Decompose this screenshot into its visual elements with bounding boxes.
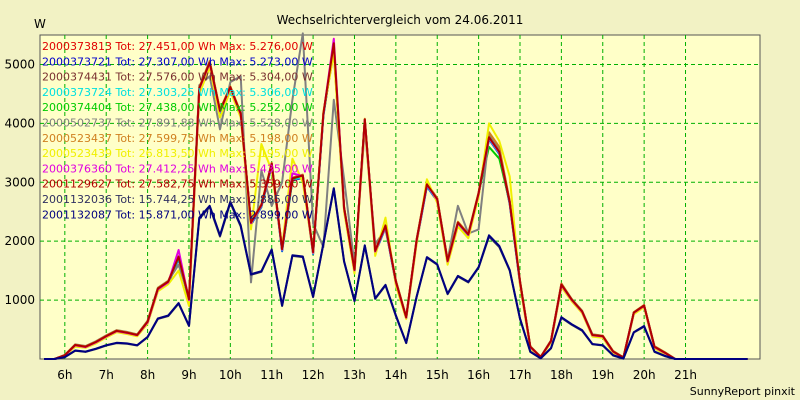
x-tick-label: 15h xyxy=(426,368,449,382)
series-line-10 xyxy=(44,42,748,360)
legend-entry: 2001132087 Tot: 15.871,00 Wh Max: 2.899,… xyxy=(42,208,313,221)
x-tick-label: 8h xyxy=(140,368,155,382)
series-lines xyxy=(44,32,748,360)
x-tick-label: 16h xyxy=(467,368,490,382)
series-line-12 xyxy=(44,187,748,360)
legend-entry: 2000374431 Tot: 27.576,00 Wh Max: 5.304,… xyxy=(42,71,313,84)
x-tick-label: 21h xyxy=(674,368,697,382)
x-tick-label: 13h xyxy=(343,368,366,382)
plot-area xyxy=(39,34,761,360)
x-tick-label: 6h xyxy=(57,368,72,382)
x-tick-label: 7h xyxy=(99,368,114,382)
legend-entry: 2000502737 Tot: 27.891,88 Wh Max: 5.528,… xyxy=(42,117,313,130)
x-tick-label: 17h xyxy=(509,368,532,382)
axis-ticks: 1000 2000 3000 4000 5000 6h 7h 8h 9h 10h 11h 12h 13h… xyxy=(4,57,697,382)
y-tick-label: 3000 xyxy=(4,175,35,189)
chart-title: Wechselrichtervergleich vom 24.06.2011 xyxy=(277,13,524,27)
legend-entry: 2000376360 Tot: 27.412,25 Wh Max: 5.435,… xyxy=(42,162,313,175)
legend-entry: 2000374404 Tot: 27.438,00 Wh Max: 5.252,… xyxy=(42,101,313,114)
x-tick-label: 14h xyxy=(384,368,407,382)
footer-credit: SunnyReport pinxit xyxy=(690,385,796,398)
x-tick-label: 20h xyxy=(633,368,656,382)
legend-entry: 2000523437 Tot: 27.599,75 Wh Max: 5.198,… xyxy=(42,132,313,145)
legend-entry: 2000373813 Tot: 27.451,00 Wh Max: 5.276,… xyxy=(42,40,313,53)
legend-entry: 2001129627 Tot: 27.582,75 Wh Max: 5.359,… xyxy=(42,178,313,191)
x-tick-label: 10h xyxy=(219,368,242,382)
y-tick-label: 5000 xyxy=(4,57,35,71)
x-tick-label: 9h xyxy=(181,368,196,382)
x-tick-label: 19h xyxy=(591,368,614,382)
y-axis-unit-label: W xyxy=(34,17,46,31)
x-tick-label: 11h xyxy=(260,368,283,382)
legend-entry: 2000373724 Tot: 27.303,25 Wh Max: 5.306,… xyxy=(42,86,313,99)
y-tick-label: 2000 xyxy=(4,234,35,248)
legend-entry: 2000523439 Tot: 26.813,50 Wh Max: 5.195,… xyxy=(42,147,313,160)
y-tick-label: 1000 xyxy=(4,293,35,307)
x-tick-label: 12h xyxy=(302,368,325,382)
legend-entry: 2000373721 Tot: 27.307,00 Wh Max: 5.273,… xyxy=(42,55,313,68)
x-tick-label: 18h xyxy=(550,368,573,382)
legend: 2000373813 Tot: 27.451,00 Wh Max: 5.276,… xyxy=(42,40,313,221)
y-tick-label: 4000 xyxy=(4,116,35,130)
legend-entry: 2001132036 Tot: 15.744,25 Wh Max: 2.885,… xyxy=(42,193,313,206)
